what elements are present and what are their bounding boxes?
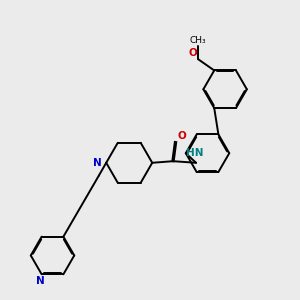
- Text: O: O: [177, 131, 186, 141]
- Text: CH₃: CH₃: [190, 36, 207, 45]
- Text: N: N: [93, 158, 101, 168]
- Text: O: O: [189, 48, 198, 58]
- Text: N: N: [36, 276, 44, 286]
- Text: HN: HN: [186, 148, 203, 158]
